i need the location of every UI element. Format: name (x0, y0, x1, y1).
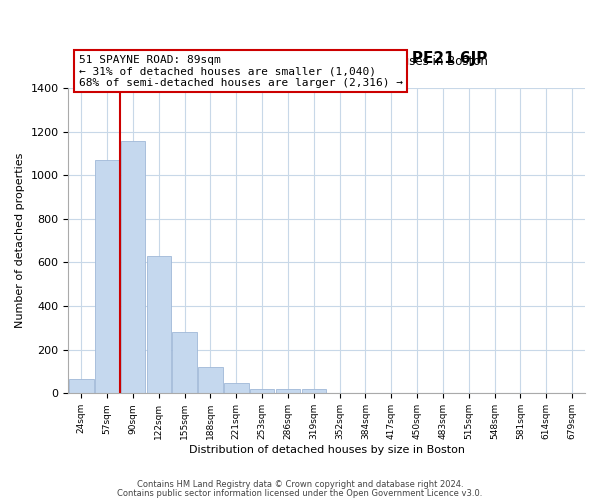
Bar (250, 388, 274, 394)
Bar (95, 160, 119, 394)
Text: 51 SPAYNE ROAD: 89sqm
← 31% of detached houses are smaller (1,040)
68% of semi-d: 51 SPAYNE ROAD: 89sqm ← 31% of detached … (79, 55, 403, 88)
Bar (172, 332, 197, 394)
Y-axis label: Number of detached properties: Number of detached properties (15, 153, 25, 328)
Bar (275, 388, 300, 394)
Text: Size of property relative to detached houses in Boston: Size of property relative to detached ho… (166, 55, 488, 68)
Bar (146, 256, 171, 394)
Bar (198, 367, 223, 394)
Title: 51, SPAYNE ROAD, BOSTON, PE21 6JP: 51, SPAYNE ROAD, BOSTON, PE21 6JP (167, 51, 487, 66)
X-axis label: Distribution of detached houses by size in Boston: Distribution of detached houses by size … (189, 445, 465, 455)
Bar (224, 383, 248, 394)
Text: Contains HM Land Registry data © Crown copyright and database right 2024.: Contains HM Land Registry data © Crown c… (137, 480, 463, 489)
Bar (302, 390, 326, 394)
Bar (121, 142, 145, 394)
Text: Contains public sector information licensed under the Open Government Licence v3: Contains public sector information licen… (118, 488, 482, 498)
Bar (69, 379, 94, 394)
